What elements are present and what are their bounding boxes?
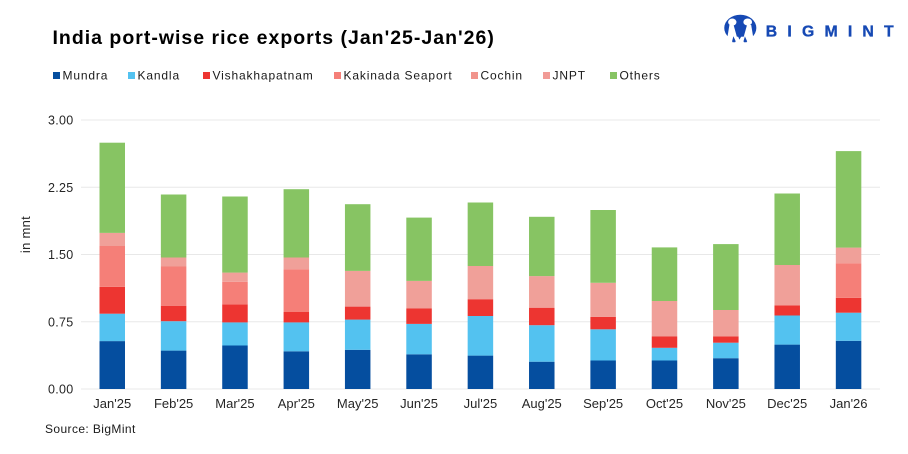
svg-text:0.00: 0.00 — [48, 383, 74, 397]
svg-text:Cochin: Cochin — [481, 69, 523, 83]
svg-text:Dec'25: Dec'25 — [767, 396, 807, 411]
svg-text:BIGMINT: BIGMINT — [766, 24, 904, 41]
svg-text:Feb'25: Feb'25 — [154, 396, 193, 411]
svg-text:Mar'25: Mar'25 — [215, 396, 254, 411]
svg-text:Apr'25: Apr'25 — [278, 396, 315, 411]
svg-text:Jul'25: Jul'25 — [464, 396, 498, 411]
svg-text:Aug'25: Aug'25 — [522, 396, 562, 411]
svg-text:Jan'25: Jan'25 — [93, 396, 131, 411]
svg-text:Kakinada Seaport: Kakinada Seaport — [344, 69, 453, 83]
svg-text:Source: BigMint: Source: BigMint — [45, 422, 136, 436]
svg-text:Vishakhapatnam: Vishakhapatnam — [213, 69, 314, 83]
svg-text:2.25: 2.25 — [48, 181, 74, 195]
svg-text:Mundra: Mundra — [63, 69, 109, 83]
svg-text:Jan'26: Jan'26 — [830, 396, 868, 411]
svg-text:Nov'25: Nov'25 — [706, 396, 746, 411]
svg-text:Jun'25: Jun'25 — [400, 396, 438, 411]
svg-text:India port-wise rice exports (: India port-wise rice exports (Jan'25-Jan… — [53, 27, 495, 49]
svg-text:3.00: 3.00 — [48, 114, 74, 128]
svg-text:in mnt: in mnt — [18, 216, 33, 253]
svg-text:1.50: 1.50 — [48, 248, 74, 262]
svg-text:JNPT: JNPT — [553, 69, 586, 83]
svg-text:May'25: May'25 — [337, 396, 379, 411]
svg-text:Sep'25: Sep'25 — [583, 396, 623, 411]
svg-text:Kandla: Kandla — [138, 69, 180, 83]
svg-text:Others: Others — [620, 69, 661, 83]
svg-text:0.75: 0.75 — [48, 315, 74, 329]
svg-text:Oct'25: Oct'25 — [646, 396, 683, 411]
